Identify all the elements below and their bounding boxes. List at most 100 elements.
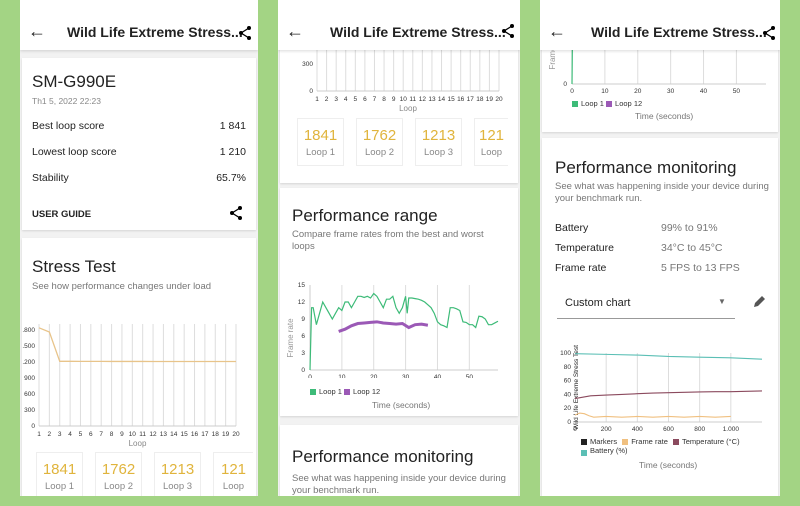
legend-label: Markers [590, 437, 618, 446]
x-tick-label: 8 [382, 96, 386, 103]
legend-label: Battery (%) [590, 446, 628, 455]
x-tick-label: 5 [354, 96, 358, 103]
series-line [574, 412, 731, 418]
stress-test-card: Stress Test See how performance changes … [22, 238, 256, 496]
series-line-loop-1 [309, 292, 499, 371]
best-loop-label: Best loop score [32, 120, 105, 132]
legend-label: Loop 1 [581, 99, 604, 108]
loop-card[interactable]: 1841 Loop 1 [297, 118, 344, 166]
legend-swatch [606, 101, 613, 108]
app-bar: ← Wild Life Extreme Stress... [540, 0, 780, 50]
x-tick-label: 11 [139, 431, 146, 438]
y-tick-label: 60 [564, 378, 572, 385]
loop-label: Loop 3 [423, 147, 454, 158]
arrow-left-icon[interactable]: ← [548, 21, 566, 41]
x-tick-label: 10 [601, 88, 609, 95]
x-tick-label: 7 [373, 96, 377, 103]
x-tick-label: 20 [232, 431, 240, 438]
x-tick-label: 9 [120, 431, 124, 438]
loop-card[interactable]: 1762 Loop 2 [95, 452, 142, 496]
loop-card[interactable]: 121 Loop [474, 118, 508, 166]
x-tick-label: 3 [58, 431, 62, 438]
x-tick-label: 11 [409, 96, 416, 103]
device-name: SM-G990E [32, 72, 117, 91]
legend-swatch [572, 101, 578, 108]
user-guide-link[interactable]: USER GUIDE [32, 209, 92, 220]
x-tick-label: 30 [667, 88, 675, 95]
device-card: SM-G990E Th1 5, 2022 22:23 Best loop sco… [22, 58, 256, 230]
y-tick-label: 1.800 [22, 327, 35, 334]
share-icon[interactable] [502, 24, 514, 38]
x-axis-title: Time (seconds) [639, 460, 698, 470]
x-tick-label: 30 [402, 374, 410, 378]
legend-swatch [581, 439, 587, 446]
share-icon[interactable] [763, 26, 775, 40]
loop-card[interactable]: 121 Loop [213, 452, 253, 496]
x-tick-label: 10 [129, 431, 137, 438]
x-tick-label: 14 [438, 96, 446, 103]
arrow-left-icon[interactable]: ← [28, 21, 46, 41]
share-icon[interactable] [239, 26, 251, 40]
x-tick-label: 0 [570, 88, 574, 95]
x-tick-label: 40 [434, 374, 442, 378]
legend-swatch [344, 389, 351, 396]
chart-type-dropdown[interactable]: Custom chart ▼ [557, 289, 735, 319]
loop-score: 1762 [101, 461, 136, 478]
loop-card[interactable]: 1213 Loop 3 [415, 118, 462, 166]
x-tick-label: 20 [370, 374, 378, 378]
x-tick-label: 800 [694, 426, 705, 433]
y-tick-label: 40 [564, 391, 572, 398]
y-tick-label: 12 [298, 299, 306, 306]
x-tick-label: 20 [495, 96, 503, 103]
y-tick-label: 3 [301, 350, 305, 357]
x-axis-title: Time (seconds) [635, 111, 694, 121]
monitoring-title: Performance monitoring [292, 447, 474, 466]
pencil-icon[interactable] [752, 295, 766, 309]
x-tick-label: 12 [419, 96, 427, 103]
x-tick-label: 18 [476, 96, 484, 103]
y-tick-label: 80 [564, 364, 572, 371]
temperature-value: 34°C to 45°C [661, 242, 723, 254]
x-tick-label: 4 [68, 431, 72, 438]
x-tick-label: 4 [344, 96, 348, 103]
loop-card[interactable]: 1841 Loop 1 [36, 452, 83, 496]
x-tick-label: 9 [392, 96, 396, 103]
monitoring-title: Performance monitoring [555, 158, 737, 177]
y-tick-label: 900 [24, 375, 35, 382]
loop-score: 1841 [42, 461, 77, 478]
run-date: Th1 5, 2022 22:23 [32, 96, 102, 106]
x-tick-label: 20 [634, 88, 642, 95]
y-tick-label: 0 [567, 419, 571, 426]
range-subtitle: Compare frame rates from the best and wo… [292, 229, 484, 252]
loop-card[interactable]: 1213 Loop 3 [154, 452, 201, 496]
legend-label: Loop 12 [615, 99, 643, 108]
stability-value: 65.7% [216, 172, 246, 184]
frame-rate-label: Frame rate [555, 262, 607, 274]
x-tick-label: 18 [212, 431, 220, 438]
x-tick-label: 13 [160, 431, 168, 438]
x-tick-label: 17 [201, 431, 209, 438]
y-tick-label: 300 [24, 407, 35, 414]
monitoring-subtitle: See what was happening inside your devic… [292, 473, 506, 496]
score-line [38, 327, 236, 363]
share-icon[interactable] [230, 206, 242, 220]
legend-label: Loop 12 [353, 387, 381, 396]
stress-title: Stress Test [32, 257, 116, 276]
x-tick-label: 1 [37, 431, 41, 438]
loop-card[interactable]: 1762 Loop 2 [356, 118, 403, 166]
y-tick-label: 15 [298, 282, 306, 289]
loop-score: 1762 [362, 127, 397, 144]
legend-swatch [581, 450, 587, 457]
y-tick-label: 1.200 [22, 359, 35, 366]
x-tick-label: 15 [181, 431, 189, 438]
performance-monitoring-card: Performance monitoring See what was happ… [280, 425, 518, 496]
x-tick-label: 50 [466, 374, 474, 378]
x-tick-label: 8 [110, 431, 114, 438]
loop-score: 121 [478, 127, 505, 144]
arrow-left-icon[interactable]: ← [286, 21, 304, 41]
legend-label: Loop 1 [319, 387, 342, 396]
chart-legend: Loop 1 Loop 12 [310, 387, 380, 396]
loop-score: 1841 [303, 127, 338, 144]
x-tick-label: 0 [308, 374, 312, 378]
y-tick-label: 300 [302, 61, 313, 68]
